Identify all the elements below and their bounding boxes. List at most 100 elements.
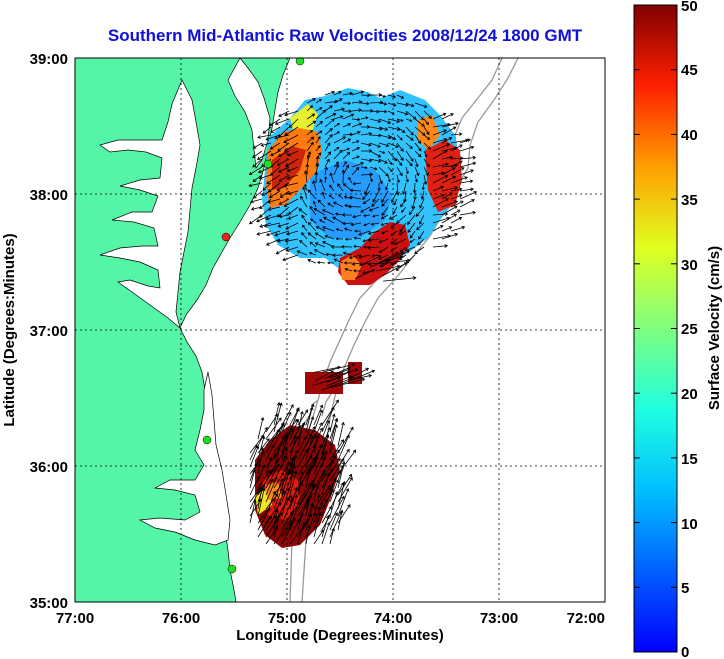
velocity-arrow — [342, 221, 353, 226]
velocity-arrow — [297, 514, 312, 538]
velocity-arrow — [283, 134, 299, 144]
velocity-arrow — [281, 430, 292, 454]
velocity-arrow — [315, 107, 323, 112]
velocity-arrow — [329, 377, 366, 389]
velocity-arrow — [289, 465, 296, 489]
velocity-arrow — [342, 147, 350, 152]
velocity-arrow — [334, 212, 344, 216]
velocity-arrow — [297, 436, 307, 454]
velocity-arrow — [335, 237, 344, 241]
velocity-arrow — [387, 142, 399, 148]
velocity-arrow — [305, 503, 315, 531]
velocity-arrow — [252, 174, 263, 182]
velocity-arrow — [303, 170, 308, 184]
velocity-arrow — [276, 158, 290, 166]
velocity-arrow — [265, 238, 281, 246]
velocity-arrow — [329, 424, 338, 454]
velocity-arrow — [265, 134, 281, 141]
velocity-arrow — [265, 413, 278, 433]
velocity-arrow — [315, 109, 327, 120]
velocity-arrow — [315, 136, 321, 144]
velocity-arrow — [369, 174, 373, 183]
velocity-arrow — [324, 134, 333, 144]
velocity-arrow — [367, 238, 380, 242]
colorbar-tick-label: 50 — [681, 0, 698, 15]
map-plot-area — [75, 58, 605, 602]
velocity-arrow — [396, 150, 404, 162]
velocity-arrow — [414, 110, 424, 121]
velocity-arrow — [342, 122, 352, 128]
velocity-arrow — [338, 194, 344, 200]
velocity-arrow — [277, 150, 290, 158]
velocity-arrow — [286, 166, 299, 173]
colorbar: 50 45 40 35 30 25 20 15 10 5 0 Surface V… — [633, 0, 723, 659]
velocity-arrow — [265, 493, 279, 510]
velocity-arrow — [338, 369, 376, 386]
velocity-arrow — [432, 129, 447, 136]
velocity-arrow — [307, 258, 317, 264]
velocity-arrow — [360, 132, 373, 136]
radar-sites — [202, 58, 305, 574]
velocity-arrow — [321, 419, 330, 440]
velocity-arrow — [324, 90, 336, 96]
velocity-arrow — [414, 150, 422, 158]
velocity-arrow — [362, 190, 371, 201]
velocity-arrow — [324, 105, 333, 112]
velocity-arrow — [298, 208, 308, 216]
velocity-arrow — [414, 158, 419, 168]
velocity-arrow — [405, 134, 414, 141]
velocity-arrow — [364, 182, 371, 196]
velocity-arrow — [360, 149, 373, 153]
velocity-vectors — [248, 90, 478, 545]
velocity-arrow — [315, 120, 323, 128]
velocity-arrow — [418, 214, 425, 225]
velocity-arrow — [257, 447, 265, 475]
velocity-arrow — [305, 467, 312, 489]
velocity-arrow — [265, 428, 280, 454]
velocity-arrow — [297, 521, 306, 545]
velocity-arrow — [351, 108, 363, 113]
velocity-arrow — [459, 161, 477, 168]
map-grid — [75, 58, 605, 602]
colorbar-tick-label: 15 — [681, 451, 698, 468]
velocity-arrow — [274, 230, 290, 237]
velocity-arrow — [348, 254, 362, 260]
velocity-arrow — [307, 232, 317, 240]
velocity-arrow — [370, 222, 380, 226]
velocity-arrow — [450, 200, 464, 208]
velocity-arrow — [287, 214, 299, 220]
velocity-arrow — [337, 183, 344, 192]
velocity-arrow — [313, 529, 324, 545]
velocity-arrow — [342, 132, 354, 137]
velocity-arrow — [380, 214, 389, 220]
y-tick-label: 39:00 — [30, 51, 68, 68]
colorbar-tick-label: 5 — [681, 580, 689, 597]
velocity-arrow — [257, 438, 270, 454]
velocity-arrow — [378, 109, 388, 114]
velocity-arrow — [305, 512, 316, 538]
velocity-arrow — [329, 417, 339, 447]
velocity-arrow — [423, 150, 428, 158]
x-axis: 77:00 76:00 75:00 74:00 73:00 72:00 Long… — [56, 610, 605, 644]
velocity-arrow — [342, 251, 353, 256]
velocity-arrow — [341, 213, 353, 217]
velocity-arrow — [273, 472, 285, 489]
velocity-arrow — [459, 169, 474, 176]
velocity-arrow — [381, 190, 389, 203]
velocity-arrow — [349, 195, 362, 200]
velocity-arrow — [414, 142, 422, 152]
radar-site-marker — [227, 564, 237, 574]
velocity-arrow — [324, 118, 335, 128]
velocity-arrow — [390, 230, 398, 236]
velocity-arrow — [313, 484, 319, 503]
velocity-arrow — [396, 134, 403, 141]
velocity-arrow — [305, 435, 314, 461]
velocity-arrow — [313, 456, 326, 482]
velocity-arrow — [378, 238, 389, 244]
velocity-arrow — [313, 434, 320, 454]
velocity-arrow — [341, 169, 346, 184]
velocity-arrow — [432, 143, 450, 152]
velocity-arrow — [269, 142, 281, 150]
velocity-arrow — [262, 126, 272, 134]
velocity-arrow — [333, 131, 340, 136]
